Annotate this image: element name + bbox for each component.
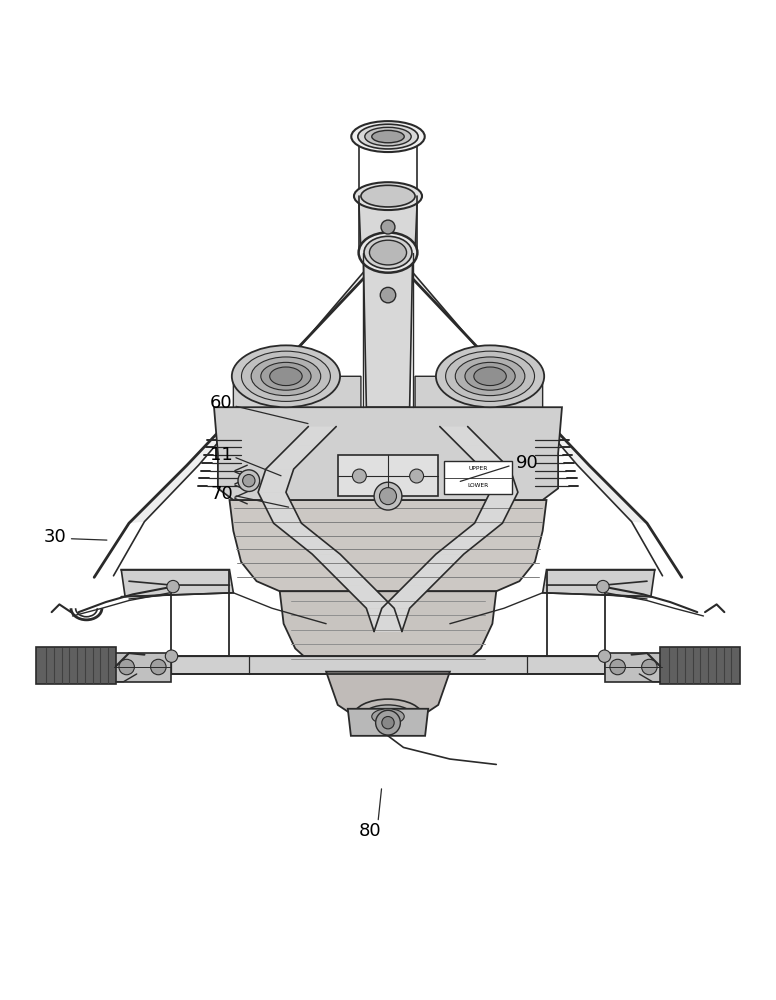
Ellipse shape (445, 351, 535, 401)
Polygon shape (258, 492, 301, 523)
Polygon shape (475, 492, 518, 523)
Ellipse shape (361, 185, 415, 207)
Ellipse shape (465, 362, 515, 390)
Polygon shape (338, 455, 438, 496)
Ellipse shape (372, 130, 404, 143)
Ellipse shape (364, 236, 412, 269)
Polygon shape (363, 253, 413, 407)
Polygon shape (348, 709, 428, 736)
Polygon shape (605, 653, 663, 682)
Circle shape (167, 580, 179, 593)
Polygon shape (113, 653, 171, 682)
Circle shape (382, 717, 394, 729)
Circle shape (379, 488, 397, 505)
Ellipse shape (358, 124, 418, 149)
Polygon shape (388, 253, 589, 465)
Circle shape (381, 220, 395, 234)
Circle shape (642, 659, 657, 675)
Polygon shape (36, 647, 116, 684)
Text: 60: 60 (210, 394, 233, 412)
Circle shape (151, 659, 166, 675)
Polygon shape (258, 469, 293, 492)
Polygon shape (343, 585, 394, 608)
Circle shape (165, 650, 178, 662)
Text: UPPER: UPPER (468, 466, 487, 471)
Polygon shape (289, 427, 336, 446)
Polygon shape (483, 469, 518, 492)
Polygon shape (214, 407, 562, 500)
Polygon shape (312, 554, 371, 585)
Polygon shape (234, 376, 361, 442)
Text: 30: 30 (44, 528, 67, 546)
Ellipse shape (232, 345, 340, 407)
Text: 80: 80 (359, 822, 381, 840)
Polygon shape (280, 591, 496, 672)
Text: LOWER: LOWER (467, 483, 488, 488)
Polygon shape (230, 500, 546, 591)
Polygon shape (440, 427, 487, 446)
Text: 70: 70 (210, 485, 233, 503)
Polygon shape (415, 376, 542, 442)
Circle shape (119, 659, 134, 675)
Ellipse shape (372, 709, 404, 724)
Polygon shape (405, 554, 464, 585)
Polygon shape (366, 608, 402, 631)
Polygon shape (382, 585, 433, 608)
Ellipse shape (354, 182, 422, 210)
Polygon shape (542, 570, 655, 597)
Ellipse shape (436, 345, 544, 407)
Ellipse shape (363, 705, 413, 728)
Polygon shape (187, 253, 388, 465)
Circle shape (376, 710, 400, 735)
Polygon shape (109, 656, 659, 674)
Ellipse shape (474, 367, 506, 386)
Polygon shape (374, 608, 410, 631)
Polygon shape (274, 523, 340, 554)
Ellipse shape (369, 240, 407, 265)
Circle shape (410, 469, 424, 483)
Polygon shape (266, 446, 317, 469)
Ellipse shape (270, 367, 302, 386)
Ellipse shape (352, 121, 424, 152)
Circle shape (610, 659, 625, 675)
Polygon shape (459, 446, 510, 469)
Ellipse shape (261, 362, 311, 390)
Ellipse shape (359, 232, 417, 273)
Circle shape (380, 287, 396, 303)
Polygon shape (129, 465, 199, 523)
Ellipse shape (456, 357, 525, 396)
Text: 11: 11 (210, 446, 233, 464)
Circle shape (597, 580, 609, 593)
Polygon shape (326, 672, 450, 720)
Polygon shape (121, 570, 234, 597)
Polygon shape (444, 461, 511, 494)
Polygon shape (436, 523, 502, 554)
Ellipse shape (365, 127, 411, 146)
Circle shape (374, 482, 402, 510)
Circle shape (238, 470, 260, 491)
Ellipse shape (251, 357, 320, 396)
Circle shape (243, 474, 255, 487)
Circle shape (352, 469, 366, 483)
Polygon shape (577, 465, 647, 523)
Polygon shape (660, 647, 740, 684)
Polygon shape (359, 196, 417, 253)
Ellipse shape (241, 351, 331, 401)
Text: 90: 90 (515, 454, 539, 472)
Circle shape (598, 650, 611, 662)
